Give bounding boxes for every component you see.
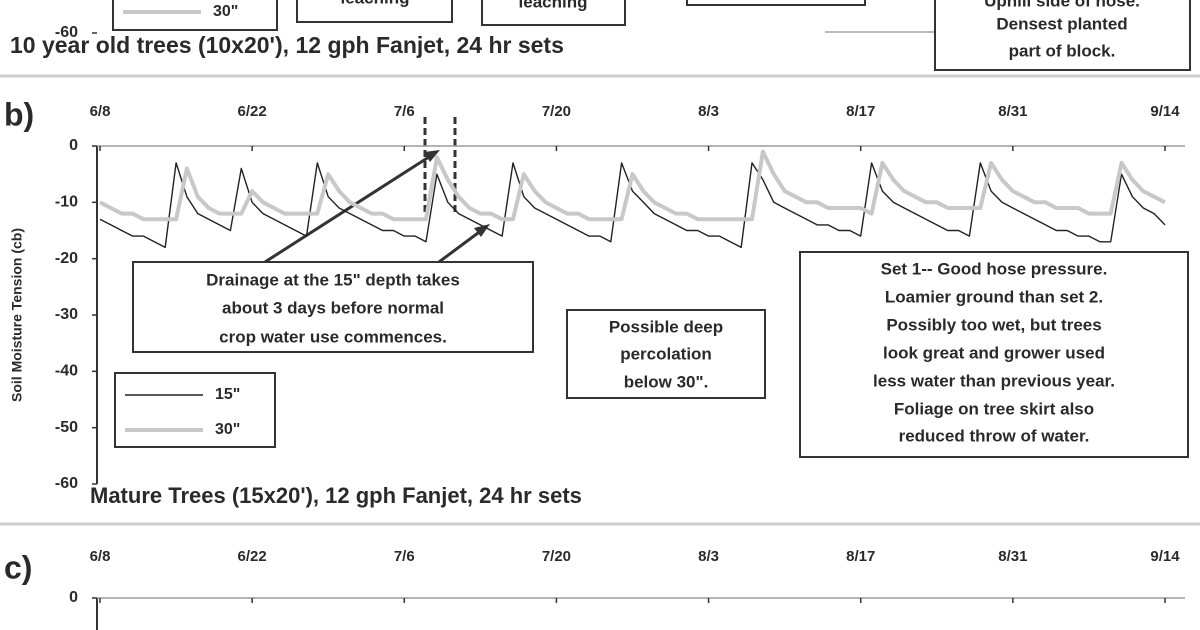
y-tick-label: -10 xyxy=(55,194,78,211)
annotation-text: look great and grower used xyxy=(883,343,1105,362)
legend-label: 30" xyxy=(213,3,238,20)
legend-box xyxy=(112,0,278,31)
y-tick-label: 0 xyxy=(69,589,78,606)
y-tick-label: -40 xyxy=(55,363,78,380)
annotation-text: Set 1-- Good hose pressure. xyxy=(881,259,1108,278)
annotation-box xyxy=(481,0,626,26)
annotation-box xyxy=(934,0,1191,71)
annotation-box xyxy=(799,251,1189,458)
y-tick-label: -60 xyxy=(55,24,78,41)
annotation-text: reduced throw of water. xyxy=(899,426,1090,445)
annotation-text: Possible deep xyxy=(609,317,723,336)
y-tick-label: -60 xyxy=(55,475,78,492)
annotation-text: Uphill side of hose. xyxy=(984,0,1140,10)
legend-label: 15" xyxy=(215,386,240,403)
annotation-box xyxy=(566,309,766,399)
annotation-text: Foliage on tree skirt also xyxy=(894,399,1094,418)
chart-title: 10 year old trees (10x20'), 12 gph Fanje… xyxy=(10,32,564,58)
annotation-text: leaching xyxy=(341,0,410,7)
annotation-text: leaching xyxy=(519,0,588,11)
annotation-box xyxy=(132,261,534,353)
x-tick-label: 8/17 xyxy=(846,103,875,120)
annotation-text: Drainage at the 15" depth takes xyxy=(206,270,460,289)
annotation-text: part of block. xyxy=(1009,41,1116,60)
x-tick-label: 7/6 xyxy=(394,103,415,120)
annotation-box xyxy=(296,0,453,23)
legend-label: 30" xyxy=(215,421,240,438)
annotation-text: below 30". xyxy=(624,372,709,391)
y-tick-label: -50 xyxy=(55,419,78,436)
x-tick-label: 6/22 xyxy=(238,103,267,120)
annotation-text: Loamier ground than set 2. xyxy=(885,287,1103,306)
annotation-text: about 3 days before normal xyxy=(222,298,444,317)
annotation-text: Densest planted xyxy=(996,14,1127,33)
x-tick-label: 9/14 xyxy=(1150,548,1180,565)
annotation-text: Possibly too wet, but trees xyxy=(886,315,1101,334)
y-axis-label: Soil Moisture Tension (cb) xyxy=(9,228,25,402)
annotation-text: crop water use commences. xyxy=(219,327,447,346)
x-tick-label: 6/22 xyxy=(238,548,267,565)
y-tick-label: -30 xyxy=(55,306,78,323)
x-tick-label: 8/17 xyxy=(846,548,875,565)
annotation-text: less water than previous year. xyxy=(873,371,1115,390)
annotation-text: percolation xyxy=(620,344,712,363)
x-tick-label: 6/8 xyxy=(90,103,111,120)
x-tick-label: 8/31 xyxy=(998,548,1027,565)
legend-box xyxy=(114,372,276,448)
arrow-head xyxy=(424,150,440,162)
x-tick-label: 8/3 xyxy=(698,548,719,565)
x-tick-label: 7/20 xyxy=(542,103,571,120)
x-tick-label: 7/6 xyxy=(394,548,415,565)
x-tick-label: 6/8 xyxy=(90,548,111,565)
y-tick-label: 0 xyxy=(69,137,78,154)
x-tick-label: 8/31 xyxy=(998,103,1027,120)
panel-label: b) xyxy=(4,96,34,132)
chart-title: Mature Trees (15x20'), 12 gph Fanjet, 24… xyxy=(90,483,582,508)
x-tick-label: 7/20 xyxy=(542,548,571,565)
arrow xyxy=(264,153,433,264)
series-line xyxy=(99,149,1166,222)
panel-label: c) xyxy=(4,549,32,585)
x-tick-label: 9/14 xyxy=(1150,103,1180,120)
y-tick-label: -20 xyxy=(55,250,78,267)
annotation-box xyxy=(686,0,866,6)
x-tick-label: 8/3 xyxy=(698,103,719,120)
